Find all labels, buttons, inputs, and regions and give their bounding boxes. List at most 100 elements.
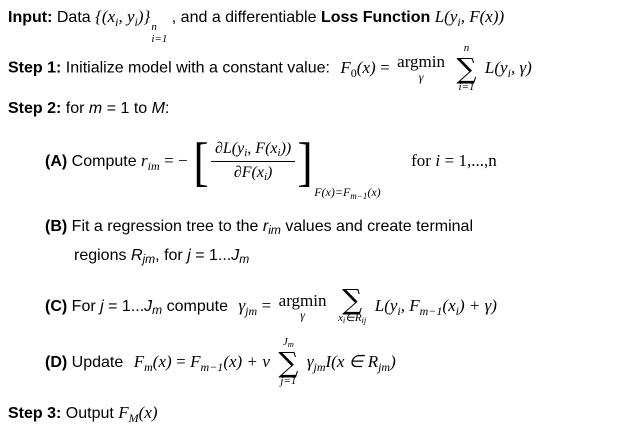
subscript: jm [313,360,326,374]
subscript: jm [378,360,391,374]
math-run: I(x ∈ R [325,352,379,371]
stepB-text: , for [155,247,183,264]
subscript: i [263,171,268,184]
stepC-text: For [71,298,96,315]
equals-sign: = [380,57,390,77]
loss-function-label: Loss Function [320,9,431,26]
sum-upper-limit: Jm [283,336,294,350]
step3-label: Step 3: [8,405,62,422]
math-run: ∂F(x [233,164,264,182]
subscript: m [239,252,250,266]
superscript: n [151,21,157,33]
sum-lower-limit: i=1 [458,80,475,93]
math-var: R [130,247,143,264]
math-run: L(y [374,296,398,315]
sum-lower-limit: j=1 [280,375,297,388]
stepB-text-line2: regions Rjm, for j = 1...Jm [45,243,473,272]
subscript: i [342,315,346,326]
summation: n ∑ i=1 [456,42,476,95]
subscript: i [397,304,401,318]
gamma-indicator-term: γjmI(x ∈ Rjm) [307,352,396,374]
subscript: jm [245,304,258,318]
subscript: m [144,360,153,374]
stepC-label: (C) [45,298,68,315]
math-run: ) [267,164,273,182]
math-run: {(x [95,7,116,26]
stepC-text: = 1... [108,298,145,315]
math-run: , F(x [247,139,278,157]
sigma-summation-glyph: ∑ [342,283,363,317]
math-var: x [337,312,343,325]
step2-line: Step 2: for m = 1 to M: [8,100,169,118]
set-limits: n i=1 [151,21,168,45]
stepB-line: (B) Fit a regression tree to the rim val… [45,214,473,272]
math-run: (x) [356,57,376,77]
residual-formula: rim = − [∂L(yi, F(xi)) ∂F(xi)]F(x)=Fm−1(x… [141,134,497,201]
colon: : [164,100,170,117]
residual-var: rim [263,218,281,237]
stepA-text: Compute [71,153,137,170]
math-run: (x) [152,352,172,371]
stepC-text: compute [166,298,228,315]
step1-label: Step 1: [8,59,62,77]
loss-function-notation: L(yi, F(x)) [434,7,504,29]
stepA-label: (A) [45,153,68,170]
subscript: m [287,339,294,350]
math-var: J [282,336,288,349]
equals-sign: = [176,352,186,371]
math-var: F [190,352,201,371]
for-text: for [411,151,431,170]
math-var: J [144,298,153,315]
argmin-text: argmin [397,52,446,72]
input-text: Data [56,9,91,26]
stepB-text: regions [74,247,127,264]
math-run: , F [400,296,420,315]
subscript: m−1 [419,304,443,318]
step2-text: for [65,100,85,117]
index-var: i [435,151,441,170]
math-run: (x [442,296,456,315]
math-run: ∈R [345,312,362,325]
subscript: i [455,304,459,318]
math-var: γ [238,296,246,315]
step2-text: = 1 to [106,100,148,117]
math-run: ∂L(y [215,139,245,157]
subscript: i [457,15,461,29]
dataset-notation: {(xi, yi)} n i=1 [95,7,167,44]
loop-var-m: m [88,100,103,117]
step1-text: Initialize model with a constant value: [65,59,330,77]
equals-minus: = − [164,151,188,170]
math-run: (x) [367,185,381,199]
argmin-gamma: γ [300,308,305,323]
update-formula: Fm(x) = Fm−1(x) + ν Jm ∑ j=1 γjmI(x ∈ Rjm) [134,336,396,387]
subscript: im [268,223,281,237]
subscript: i=1 [151,32,168,45]
denominator: ∂F(xi) [234,162,273,184]
argmin-operator: argmin γ [397,53,445,83]
f0-formula: F0(x) = argmin γ n ∑ i=1 L(yi, γ) [340,42,532,93]
left-bracket-glyph: [ [193,131,209,192]
math-run: F(x)=F [314,185,351,199]
stepB-text: Fit a regression tree to the [71,218,259,235]
output-notation: FM(x) [118,403,157,425]
for-clause: for i = 1,...,n [411,151,497,170]
summation: Jm ∑ j=1 [278,336,298,389]
math-run: L(y [434,7,458,26]
stepB-text: values and create terminal [285,218,473,235]
sigma-summation-glyph: ∑ [456,51,477,85]
subscript: i [134,15,138,29]
evaluation-subscript: F(x)=Fm−1(x) [314,161,380,227]
subscript: i [244,146,248,159]
subscript: 0 [350,65,357,80]
loss-term: L(yi, γ) [485,58,532,80]
learning-rate-nu: ν [262,352,270,371]
subscript: m [152,303,163,317]
math-var: F [340,57,351,77]
summation: ∑ xi∈Rij [337,283,366,326]
loop-limit-M: M [151,100,165,117]
input-line: Input: Data {(xi, yi)} n i=1 , and a diffe… [8,7,504,45]
math-run: ) [390,352,396,371]
partial-derivative-fraction: ∂L(yi, F(xi)) ∂F(xi) [211,139,296,185]
math-var: J [231,247,240,264]
